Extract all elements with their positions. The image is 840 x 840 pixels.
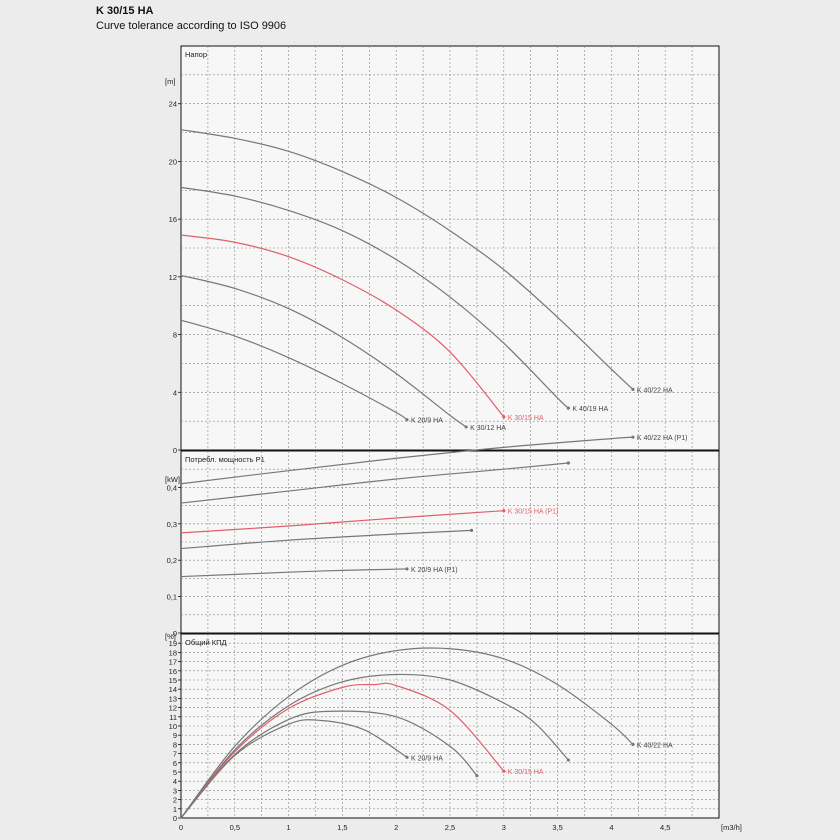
power-y-tick-label: 0 xyxy=(173,629,177,638)
power-curve-endpoint xyxy=(469,528,474,532)
power-curve-unlabeled xyxy=(180,462,569,504)
power-y-tick-label: 0,3 xyxy=(167,520,177,529)
head-curve-endpoint xyxy=(502,415,506,419)
power-curve-label: K 30/15 HA (P1) xyxy=(508,509,559,516)
power-curve-endpoint xyxy=(405,567,409,571)
efficiency-y-axis-label: [%] xyxy=(165,632,176,641)
efficiency-curve-unlabeled xyxy=(180,673,569,819)
head-y-tick-label: 12 xyxy=(169,273,177,282)
power-curve-k-20-9-ha-p1 xyxy=(180,568,407,578)
chart-subtitle: Curve tolerance according to ISO 9906 xyxy=(96,20,287,32)
head-curve-endpoint xyxy=(464,425,468,429)
efficiency-x-tick-label: 2,5 xyxy=(445,823,455,832)
efficiency-y-tick-label: 10 xyxy=(169,722,177,731)
head-curve-endpoint xyxy=(631,387,635,391)
efficiency-y-tick-label: 16 xyxy=(169,667,177,676)
efficiency-x-tick-label: 4 xyxy=(609,823,613,832)
power-curve-label: K 40/22 HA (P1) xyxy=(637,435,688,442)
head-panel: 0 4 8 12 16 20 24 [m] Напор K 40/22 HA K 40/19 HA K… xyxy=(165,45,720,455)
head-curve-endpoint xyxy=(566,406,570,410)
head-curve-label: K 20/9 HA xyxy=(411,418,443,425)
head-y-tick-label: 0 xyxy=(173,446,177,455)
head-curve-label: K 40/19 HA xyxy=(572,406,608,413)
efficiency-panel-title: Общий КПД xyxy=(185,638,227,647)
efficiency-curve-label: K 20/9 HA xyxy=(411,755,443,762)
efficiency-y-tick-label: 6 xyxy=(173,759,177,768)
efficiency-curve-endpoint xyxy=(405,755,409,759)
head-curve-k-40-22-ha xyxy=(180,129,634,390)
head-curve-k-20-9-ha xyxy=(180,319,408,421)
power-curve-k-40-22-ha-p1 xyxy=(180,436,633,485)
efficiency-y-tick-label: 5 xyxy=(173,768,177,777)
efficiency-y-tick-label: 12 xyxy=(169,704,177,713)
efficiency-curve-label: K 40/22 HA xyxy=(637,742,673,749)
head-y-tick-label: 16 xyxy=(169,215,177,224)
head-y-tick-label: 4 xyxy=(173,388,177,397)
efficiency-y-tick-label: 2 xyxy=(173,796,177,805)
efficiency-y-tick-label: 4 xyxy=(173,777,177,786)
power-y-tick-label: 0,2 xyxy=(167,556,177,565)
head-curve-label: K 30/12 HA xyxy=(470,425,506,432)
power-y-tick-label: 0,4 xyxy=(167,483,177,492)
efficiency-x-tick-label: 2 xyxy=(394,823,398,832)
power-curve-k-30-15-ha-p1 xyxy=(180,510,504,534)
efficiency-y-tick-label: 7 xyxy=(173,750,177,759)
chart-title: K 30/15 HA xyxy=(96,5,154,17)
efficiency-y-tick-label: 8 xyxy=(173,740,177,749)
power-curve-endpoint xyxy=(566,461,570,465)
power-panel-title: Потребл. мощность P1 xyxy=(185,455,265,464)
efficiency-y-tick-label: 18 xyxy=(169,648,177,657)
head-y-tick-label: 24 xyxy=(169,100,177,109)
efficiency-y-tick-label: 17 xyxy=(169,658,177,667)
power-curve-label: K 20/9 HA (P1) xyxy=(411,567,458,574)
power-curve-unlabeled xyxy=(180,529,472,550)
efficiency-x-tick-label: 1,5 xyxy=(337,823,347,832)
power-curve-endpoint xyxy=(502,509,506,513)
x-axis-label: [m3/h] xyxy=(721,823,742,832)
power-panel: 0 0,1 0,2 0,3 0,4[kW] Потребл. мощность P1 K 4… xyxy=(165,435,720,638)
efficiency-x-tick-label: 3,5 xyxy=(552,823,562,832)
efficiency-y-tick-label: 19 xyxy=(169,639,177,648)
efficiency-y-tick-label: 15 xyxy=(169,676,177,685)
efficiency-x-tick-label: 1 xyxy=(287,823,291,832)
power-y-axis-label: [kW] xyxy=(165,475,180,484)
head-y-tick-label: 20 xyxy=(169,157,177,166)
efficiency-y-tick-label: 9 xyxy=(173,731,177,740)
head-curve-endpoint xyxy=(405,418,409,422)
efficiency-y-tick-label: 14 xyxy=(169,685,177,694)
efficiency-curve-endpoint xyxy=(631,742,635,747)
efficiency-curve-endpoint xyxy=(502,769,506,773)
efficiency-curve-endpoint xyxy=(475,774,479,778)
efficiency-y-tick-label: 11 xyxy=(169,713,177,722)
efficiency-curve-k-40-22-ha xyxy=(180,647,634,819)
head-curve-k-30-12-ha xyxy=(180,274,467,428)
efficiency-curve-k-30-15-ha xyxy=(180,682,505,819)
head-curve-label: K 40/22 HA xyxy=(637,387,673,394)
head-curve-k-30-15-ha xyxy=(180,234,505,418)
power-y-tick-label: 0,1 xyxy=(167,593,177,602)
efficiency-x-tick-label: 0 xyxy=(179,823,183,832)
power-curve-endpoint xyxy=(631,435,635,439)
efficiency-y-tick-label: 1 xyxy=(173,805,177,814)
head-y-tick-label: 8 xyxy=(173,331,177,340)
head-curve-label: K 30/15 HA xyxy=(508,415,544,422)
efficiency-x-tick-label: 4,5 xyxy=(660,823,670,832)
head-panel-title: Напор xyxy=(185,50,207,59)
efficiency-curve-endpoint xyxy=(566,758,570,762)
efficiency-x-tick-label: 0,5 xyxy=(230,823,240,832)
efficiency-y-tick-label: 13 xyxy=(169,694,177,703)
efficiency-curve-label: K 30/15 HA xyxy=(508,769,544,776)
head-y-axis-label: [m] xyxy=(165,77,175,86)
efficiency-x-tick-label: 3 xyxy=(502,823,506,832)
efficiency-y-tick-label: 0 xyxy=(173,814,177,823)
efficiency-curve-k-20-9-ha xyxy=(180,719,408,819)
efficiency-y-tick-label: 3 xyxy=(173,786,177,795)
head-curve-k-40-19-ha xyxy=(180,186,569,409)
